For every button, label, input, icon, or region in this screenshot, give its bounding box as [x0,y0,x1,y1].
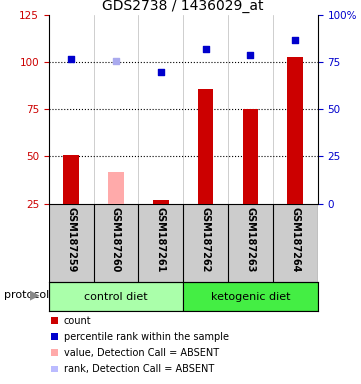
Point [203,46,209,52]
Text: GSM187261: GSM187261 [156,207,166,273]
Bar [108,172,124,204]
Bar [153,200,169,204]
Bar [273,204,318,282]
Bar [49,204,93,282]
Point [292,37,298,43]
Bar [183,282,318,311]
Bar [63,155,79,204]
Text: ketogenic diet: ketogenic diet [211,291,290,302]
Text: GSM187264: GSM187264 [290,207,300,273]
Text: rank, Detection Call = ABSENT: rank, Detection Call = ABSENT [64,364,214,374]
Bar [228,204,273,282]
Text: control diet: control diet [84,291,148,302]
Bar [49,282,183,311]
Bar [287,57,303,204]
Title: GDS2738 / 1436029_at: GDS2738 / 1436029_at [103,0,264,13]
Point [248,52,253,58]
Point [113,58,119,64]
Text: percentile rank within the sample: percentile rank within the sample [64,332,229,342]
Bar [93,204,138,282]
Text: GSM187260: GSM187260 [111,207,121,273]
Bar [138,204,183,282]
Point [68,56,74,62]
Text: ▶: ▶ [30,288,39,301]
Point [158,69,164,75]
Text: GSM187262: GSM187262 [201,207,210,273]
Text: GSM187259: GSM187259 [66,207,76,273]
Text: value, Detection Call = ABSENT: value, Detection Call = ABSENT [64,348,219,358]
Text: count: count [64,316,92,326]
Text: protocol: protocol [4,290,49,300]
Bar [198,89,213,204]
Bar [183,204,228,282]
Bar [243,109,258,204]
Text: GSM187263: GSM187263 [245,207,256,273]
